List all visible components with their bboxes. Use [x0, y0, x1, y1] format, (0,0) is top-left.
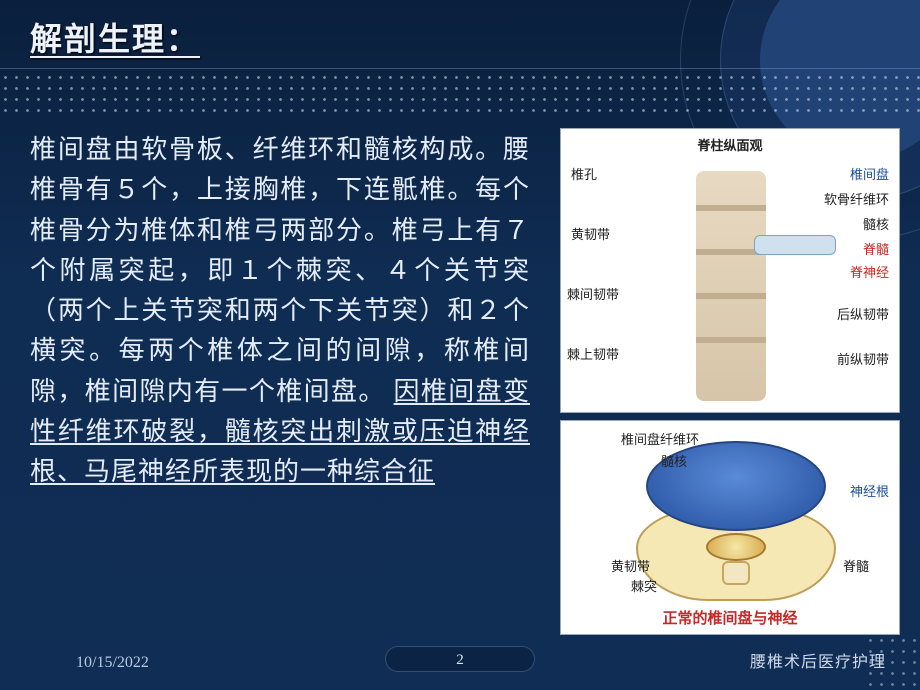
title-rule: [0, 68, 920, 69]
figure-spine-longitudinal: 脊柱纵面观 椎孔 黄韧带 棘间韧带 棘上韧带 椎间盘 软骨纤维环 髓核 脊髓 脊…: [560, 128, 900, 413]
figure-disc-cross-section: 椎间盘纤维环 髓核 神经根 脊髓 黄韧带 棘突 正常的椎间盘与神经: [560, 420, 900, 635]
slide-root: 解剖生理： 椎间盘由软骨板、纤维环和髓核构成。腰椎骨有５个，上接胸椎，下连骶椎。…: [0, 0, 920, 690]
fig2-caption: 正常的椎间盘与神经: [662, 607, 797, 628]
fig1-label: 髓核: [863, 214, 889, 233]
fig1-label: 软骨纤维环: [824, 189, 889, 208]
fig2-label: 椎间盘纤维环: [621, 429, 699, 448]
corner-dots: [865, 635, 920, 690]
spine-illustration: [696, 171, 766, 401]
fig2-label: 黄韧带: [611, 556, 650, 575]
fig2-label: 神经根: [850, 481, 889, 500]
fig1-label: 椎间盘: [850, 164, 889, 183]
fig2-label: 脊髓: [843, 556, 869, 575]
figure1-title: 脊柱纵面观: [697, 135, 762, 154]
fig2-label: 髓核: [661, 451, 687, 470]
slide-title: 解剖生理：: [30, 14, 200, 60]
footer-date: 10/15/2022: [76, 654, 149, 672]
page-number-pill: 2: [385, 646, 535, 672]
body-text-plain: 椎间盘由软骨板、纤维环和髓核构成。腰椎骨有５个，上接胸椎，下连骶椎。每个椎骨分为…: [30, 135, 530, 406]
fig1-label: 椎孔: [571, 164, 597, 183]
body-paragraph: 椎间盘由软骨板、纤维环和髓核构成。腰椎骨有５个，上接胸椎，下连骶椎。每个椎骨分为…: [30, 130, 530, 493]
fig1-label: 棘上韧带: [567, 344, 619, 363]
fig1-label: 脊神经: [850, 262, 889, 281]
fig1-label: 棘间韧带: [567, 284, 619, 303]
fig2-label: 棘突: [631, 576, 657, 595]
fig1-label: 黄韧带: [571, 224, 610, 243]
dot-pattern-strip: [0, 72, 920, 112]
fig1-label: 后纵韧带: [837, 304, 889, 323]
fig1-label: 前纵韧带: [837, 349, 889, 368]
fig1-label: 脊髓: [863, 239, 889, 258]
